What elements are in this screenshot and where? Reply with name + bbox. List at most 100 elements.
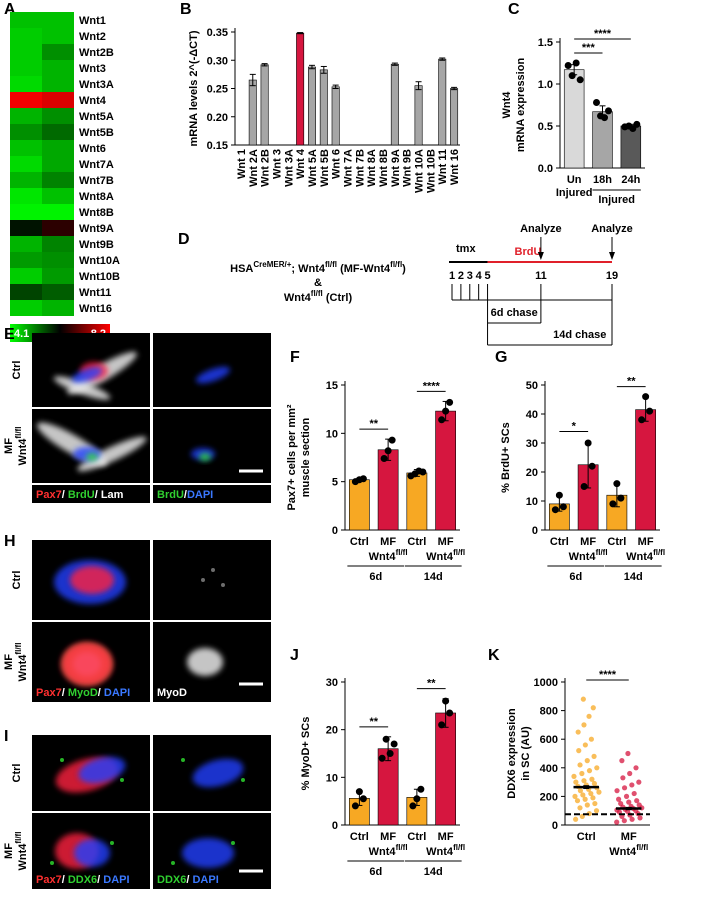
stain xyxy=(61,642,113,686)
x-tick-label: Wnt 1 xyxy=(236,149,248,179)
data-point xyxy=(591,780,598,787)
x-tick-label: Wnt 3 xyxy=(271,149,283,179)
data-point xyxy=(575,729,581,735)
text-part: (MF-Wnt4 xyxy=(337,263,391,275)
y-tick-label: 0.5 xyxy=(538,121,553,133)
bar xyxy=(620,125,642,169)
data-point xyxy=(577,762,583,768)
y-tick-label: 1000 xyxy=(534,677,558,689)
x-tick-label: Wnt 3A xyxy=(283,149,295,187)
data-point xyxy=(419,468,427,476)
data-point xyxy=(390,740,398,748)
x-sublabel: Injured xyxy=(556,187,593,199)
significance-label: ** xyxy=(369,418,378,430)
error-bar xyxy=(627,123,634,129)
row-label: Wnt16 xyxy=(79,303,112,315)
data-point xyxy=(573,779,579,785)
x-tick-label: Wnt 5A xyxy=(307,149,319,187)
stain xyxy=(53,376,111,400)
superscript: fl/fl xyxy=(453,548,465,557)
genotype-label: Wnt4fl/fl​ xyxy=(626,548,665,563)
y-axis-label: Wnt4 xyxy=(501,91,513,119)
y-axis-label: mRNA expression xyxy=(515,58,527,153)
data-point xyxy=(580,792,586,798)
row-label: Wnt8B xyxy=(79,207,114,219)
x-tick-label: Wnt 9B xyxy=(402,149,414,187)
data-point xyxy=(574,798,581,804)
error-bar xyxy=(642,397,649,422)
group-label: 6d xyxy=(369,571,382,583)
data-point xyxy=(629,782,635,788)
error-bar xyxy=(556,496,563,512)
y-axis-label: % MyoD+ SCs xyxy=(300,717,312,791)
heatmap-cell xyxy=(42,44,74,60)
x-tick-label: Wnt 9A xyxy=(390,149,402,187)
x-tick-label: Wnt 8A xyxy=(366,149,378,187)
data-point xyxy=(582,796,588,802)
legend-part: / xyxy=(62,874,68,886)
legend-part: / xyxy=(97,874,103,886)
row-label: Wnt1 xyxy=(79,15,106,27)
error-bar xyxy=(356,790,363,806)
heatmap-cell xyxy=(10,188,42,204)
heatmap-cell xyxy=(10,300,42,316)
error-bar xyxy=(415,81,422,91)
row-label: Wnt5B xyxy=(79,127,114,139)
x-tick-label: MF xyxy=(380,831,396,843)
row-label: Ctrl xyxy=(11,361,23,380)
y-tick-label: 20 xyxy=(526,467,538,479)
superscript: fl/fl xyxy=(453,843,465,852)
error-bar xyxy=(308,64,315,70)
bar xyxy=(450,88,459,146)
heatmap-cell xyxy=(42,300,74,316)
error-bar xyxy=(613,483,620,508)
error-bar xyxy=(442,698,449,728)
row-label: Wnt3 xyxy=(79,63,106,75)
heatmap-cell xyxy=(42,188,74,204)
y-tick-label: 1.5 xyxy=(538,37,553,49)
data-point xyxy=(580,483,588,490)
error-bar xyxy=(413,469,420,477)
panel-letter: J xyxy=(290,647,299,664)
data-point xyxy=(359,795,367,803)
heatmap-cell xyxy=(10,220,42,236)
heatmap-cell xyxy=(10,92,42,108)
group-label: 6d xyxy=(569,571,582,583)
y-axis-label: muscle section xyxy=(300,417,312,497)
bar xyxy=(435,410,456,531)
y-tick-label: 0.0 xyxy=(538,163,553,175)
bar xyxy=(349,479,370,531)
x-tick-label: Ctrl xyxy=(407,831,426,843)
stain xyxy=(199,453,211,461)
x-tick-label: Wnt 5B xyxy=(319,149,331,187)
row-label: Wnt5A xyxy=(79,111,114,123)
y-tick-label: 400 xyxy=(540,763,558,775)
stain-legend: DDX6/ DAPI xyxy=(157,874,219,886)
data-point xyxy=(618,800,624,807)
data-point xyxy=(633,120,641,128)
legend-part: / xyxy=(98,687,104,699)
stain xyxy=(70,566,114,594)
legend-part: Pax7 xyxy=(36,874,62,886)
y-axis-label: % BrdU+ SCs xyxy=(500,422,512,493)
day-label: 11 xyxy=(535,270,547,282)
data-point xyxy=(586,713,592,719)
bar xyxy=(248,79,257,146)
heatmap-cell xyxy=(42,268,74,284)
genotype-label: Wnt4fl/fl​ xyxy=(426,843,465,858)
y-tick-label: 5 xyxy=(332,477,338,489)
data-point xyxy=(638,416,646,424)
data-point xyxy=(584,802,590,808)
stain-legend: BrdU/DAPI xyxy=(157,489,213,501)
error-bar xyxy=(439,57,446,61)
x-tick-label: Wnt 8B xyxy=(378,149,390,187)
panel-letter: I xyxy=(4,728,8,745)
stain xyxy=(231,841,235,845)
genotype-line: Wnt4fl/fl​ (Ctrl) xyxy=(284,289,353,304)
data-point xyxy=(626,799,632,805)
y-tick-label: 600 xyxy=(540,734,558,746)
text-part: Wnt4 xyxy=(426,551,454,563)
significance-label: **** xyxy=(599,669,617,681)
panel-letter: H xyxy=(4,533,16,550)
